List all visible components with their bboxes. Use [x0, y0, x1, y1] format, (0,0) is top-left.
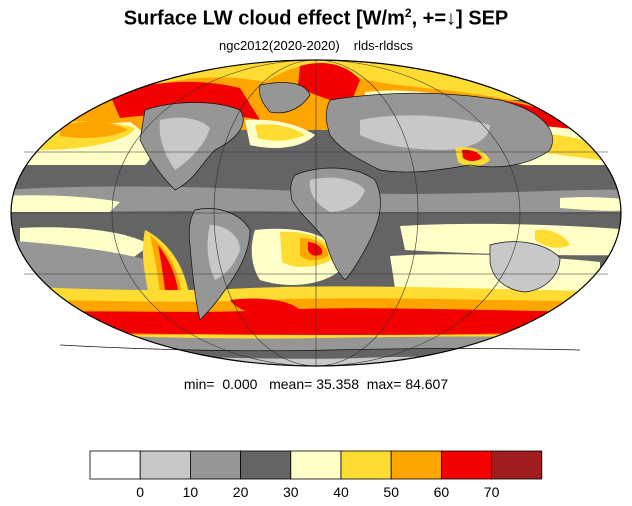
stat-max: 84.607 — [405, 376, 449, 392]
map-outline — [10, 59, 622, 367]
colorbar-swatch — [89, 450, 141, 480]
colorbar-swatch — [240, 450, 292, 480]
stat-min: 0.000 — [222, 376, 258, 392]
colorbar-tick-label: 70 — [484, 484, 500, 500]
subtitle-case: ngc2012(2020-2020) — [219, 38, 340, 53]
coastlines — [59, 82, 581, 352]
field-statistics: min= 0.000 mean= 35.358 max= 84.607 — [183, 376, 449, 392]
colorbar-tick-label: 50 — [383, 484, 399, 500]
colorbar-swatch — [440, 450, 492, 480]
subtitle-variable: rlds-rldscs — [353, 38, 413, 53]
colorbar-tick-label: 0 — [136, 484, 144, 500]
map-title: Surface LW cloud effect [W/m2, +=↓] SEP — [123, 6, 509, 30]
colorbar-swatch — [139, 450, 191, 480]
colorbar-swatch — [290, 450, 342, 480]
colorbar-tick-label: 20 — [233, 484, 249, 500]
colorbar-tick-label: 30 — [283, 484, 299, 500]
colorbar-swatch — [189, 450, 241, 480]
colorbar-swatch — [390, 450, 442, 480]
colorbar-swatch — [491, 450, 543, 480]
map-subtitle: ngc2012(2020-2020) rlds-rldscs — [0, 38, 632, 53]
stat-mean: 35.358 — [316, 376, 360, 392]
colorbar-tick-label: 60 — [434, 484, 450, 500]
colorbar-swatch — [340, 450, 392, 480]
colorbar-tick-label: 10 — [183, 484, 199, 500]
colorbar-tick-label: 40 — [333, 484, 349, 500]
